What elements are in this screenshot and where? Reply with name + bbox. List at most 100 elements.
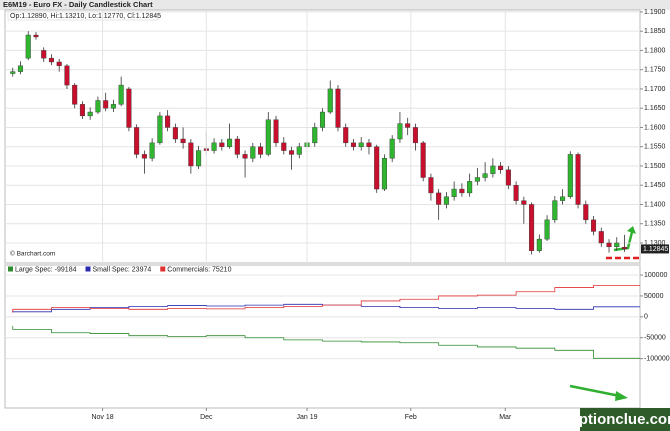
cot-panel <box>4 264 641 409</box>
candle-body <box>87 111 93 117</box>
candle-body <box>134 127 140 155</box>
legend-swatch <box>160 266 166 272</box>
candle-body <box>10 71 16 74</box>
watermark: optionclue.com <box>570 411 670 428</box>
y-tick-label: -100000 <box>644 356 670 363</box>
candle-body <box>296 146 302 155</box>
y-tick-label: 1.1900 <box>644 9 666 16</box>
chart-title: E6M19 - Euro FX - Daily Candlestick Char… <box>3 0 153 9</box>
y-tick-label: 1.1500 <box>644 163 666 170</box>
x-tick-label: Jan 19 <box>296 414 317 421</box>
candle-body <box>621 247 628 250</box>
candle-body <box>335 88 341 128</box>
legend-label: Small Spec: 23974 <box>93 266 152 273</box>
candle-body <box>513 185 519 201</box>
title-bar <box>0 0 670 10</box>
candle-body <box>103 100 109 109</box>
candle-body <box>521 200 527 205</box>
price-panel <box>4 9 641 264</box>
candle-body <box>258 146 264 155</box>
series-line <box>12 285 640 313</box>
source: © Barchart.com <box>10 250 55 258</box>
candle-body <box>56 61 62 67</box>
candle-body <box>583 204 589 221</box>
candle-body <box>72 84 78 105</box>
candle-body <box>474 177 480 182</box>
candle-body <box>552 200 558 221</box>
y-tick-label: 1.1850 <box>644 28 666 35</box>
candle-body <box>281 142 287 151</box>
y-tick-label: 1.1550 <box>644 144 666 151</box>
candle-body <box>536 238 542 251</box>
candle-body <box>412 127 418 144</box>
candle-body <box>25 34 31 59</box>
candle-body <box>405 123 411 128</box>
candle-body <box>41 50 47 59</box>
candle-body <box>560 196 566 201</box>
up-arrow <box>613 231 634 252</box>
candle-body <box>366 142 372 147</box>
candle-body <box>598 231 604 244</box>
candle-body <box>48 57 54 63</box>
legend-label: Commercials: 75210 <box>167 266 231 273</box>
candle-body <box>436 192 442 205</box>
candle-body <box>273 119 279 144</box>
candle-body <box>312 127 318 144</box>
candle-body <box>79 104 85 117</box>
candle-body <box>327 88 333 113</box>
candle-body <box>567 154 573 197</box>
candle-body <box>606 242 612 248</box>
candle-body <box>110 104 116 109</box>
candle-body <box>172 127 178 140</box>
candle-body <box>350 142 356 147</box>
y-tick-label: 1.1600 <box>644 124 666 131</box>
x-tick-label: Dec <box>200 414 213 421</box>
candle-body <box>614 242 620 248</box>
candle-body <box>358 142 364 147</box>
candle-body <box>64 65 70 86</box>
candle-body <box>149 142 155 159</box>
candle-body <box>95 100 101 113</box>
candle-body <box>482 173 488 178</box>
candle-body <box>319 111 326 128</box>
candle-body <box>381 158 387 190</box>
candle-body <box>118 84 124 105</box>
candle-body <box>420 142 426 178</box>
last-price-label: 1.12845 <box>643 246 668 253</box>
candle-body <box>459 188 465 194</box>
candle-body <box>219 142 225 147</box>
candle-body <box>211 142 217 151</box>
x-tick-label: Feb <box>405 414 417 421</box>
candle-body <box>428 177 434 194</box>
candle-body <box>575 154 581 205</box>
candle-body <box>141 154 147 159</box>
y-tick-label: 100000 <box>644 272 667 279</box>
series-line <box>12 303 640 313</box>
legend-swatch <box>85 266 91 272</box>
candle-body <box>234 138 240 155</box>
candle-body <box>529 204 535 251</box>
y-tick-label: 1.1300 <box>644 240 666 247</box>
candle-body <box>591 219 597 232</box>
y-tick-label: 1.1650 <box>644 105 666 112</box>
y-tick-label: 1.1800 <box>644 47 666 54</box>
ohlc-label: Op:1.12890, Hi:1.13210, Lo:1.12770, Cl:1… <box>10 13 161 20</box>
series-line <box>12 326 640 359</box>
candle-body <box>242 154 248 159</box>
candle-body <box>227 138 233 147</box>
candle-body <box>505 169 511 186</box>
y-tick-label: -50000 <box>644 335 666 342</box>
legend-label: Large Spec: -99184 <box>15 266 77 273</box>
candle-body <box>467 181 473 194</box>
legend-swatch <box>8 266 13 272</box>
candle-body <box>498 165 504 171</box>
candle-body <box>250 146 256 159</box>
candle-body <box>17 65 24 72</box>
last-price-tag <box>641 244 669 254</box>
candle-body <box>165 115 171 128</box>
down-arrow-head <box>615 391 628 401</box>
candle-body <box>374 146 380 190</box>
x-tick-label: Nov 18 <box>91 414 113 421</box>
candle-body <box>343 127 349 144</box>
